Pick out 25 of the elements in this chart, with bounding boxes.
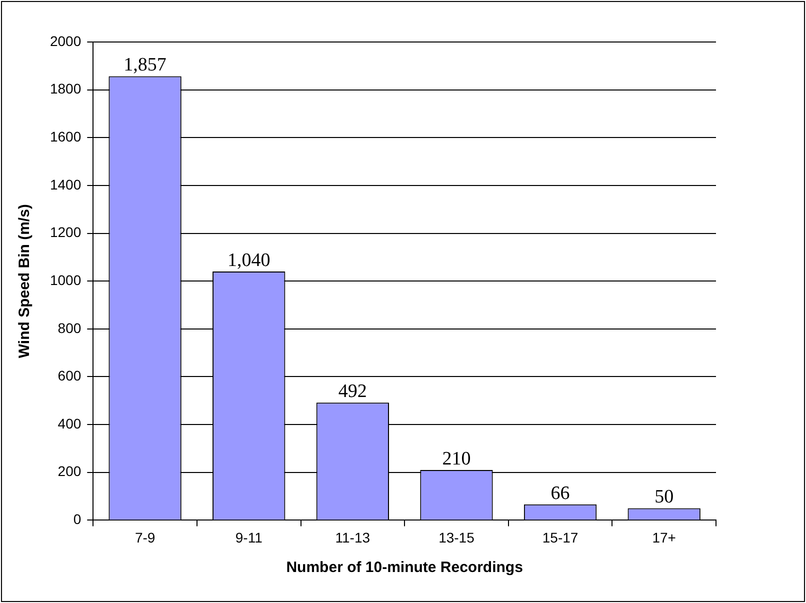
y-tick-label: 1800 — [50, 80, 82, 97]
data-label: 492 — [338, 381, 367, 402]
y-tick-label: 1400 — [50, 176, 82, 192]
y-tick-label: 0 — [73, 511, 82, 528]
data-label: 66 — [550, 482, 570, 504]
x-tick-label: 15-17 — [542, 529, 578, 546]
y-tick-label: 200 — [58, 463, 82, 480]
data-label: 210 — [442, 448, 471, 470]
x-tick-label: 11-13 — [335, 529, 370, 546]
data-label: 1,040 — [227, 250, 270, 272]
data-label: 1,857 — [124, 54, 166, 76]
y-tick-label: 1600 — [50, 128, 82, 144]
data-label: 50 — [654, 486, 674, 508]
x-tick-label: 7-9 — [134, 529, 156, 546]
y-tick-label: 1000 — [50, 272, 82, 288]
y-tick-label: 800 — [58, 320, 82, 336]
x-tick-label: 13-15 — [438, 529, 475, 546]
y-tick-label: 1200 — [50, 224, 82, 240]
y-tick-label: 2000 — [50, 32, 82, 49]
y-tick-label: 600 — [58, 368, 82, 384]
x-tick-label: 17+ — [652, 529, 676, 546]
y-axis-title: Wind Speed Bin (m/s) — [16, 204, 34, 358]
x-tick-label: 9-11 — [235, 529, 263, 546]
x-axis-title: Number of 10-minute Recordings — [286, 559, 523, 576]
y-tick-label: 400 — [58, 415, 82, 432]
